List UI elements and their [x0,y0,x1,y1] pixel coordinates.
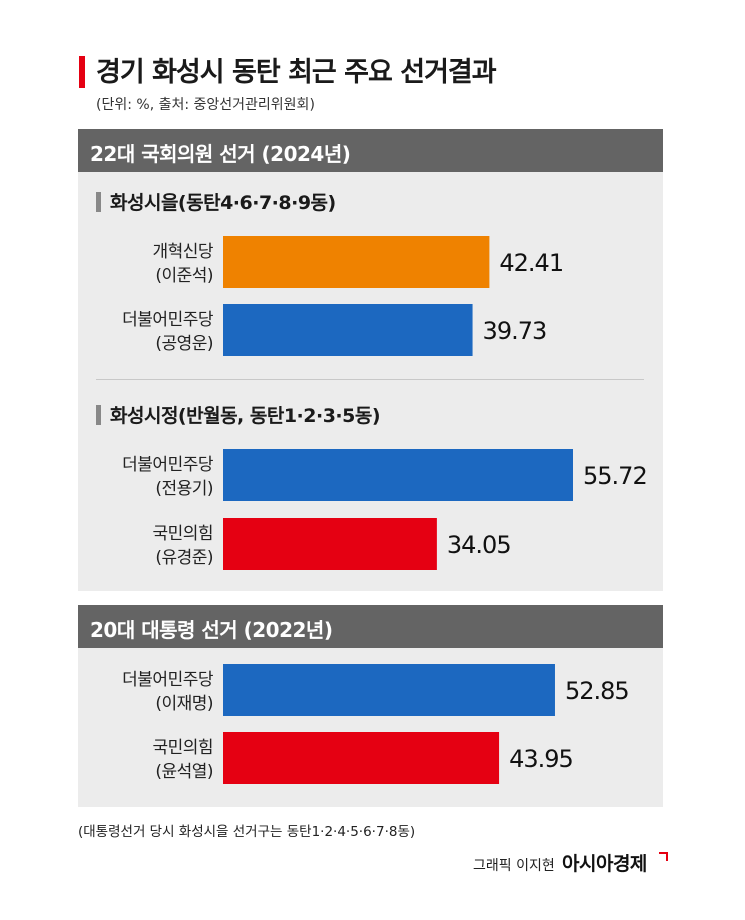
bar-0-1 [223,304,473,356]
category-label-0-0-0: 개혁신당 [152,242,213,262]
section-title-2022: 20대 대통령 선거 (2022년) [90,618,333,642]
panel-header-2022: 20대 대통령 선거 (2022년) [78,605,663,648]
category-label-2-1-0: 국민의힘 [152,738,213,758]
bar-1-0 [223,449,573,501]
bar-0-0 [223,236,490,288]
panel-header-2024: 22대 국회의원 선거 (2024년) [78,129,663,172]
category-label-0-1-1: (공영운) [155,334,213,354]
value-label-1-1: 34.05 [447,531,511,559]
subsection-title-hwaseong-eul: 화성시을(동탄4·6·7·8·9동) [110,192,336,214]
section-title-2024: 22대 국회의원 선거 (2024년) [90,142,351,166]
category-label-1-0-0: 더불어민주당 [122,455,214,475]
graphic-credit: 그래픽 이지현 [473,858,555,874]
category-label-0-0-1: (이준석) [155,266,213,286]
category-label-2-1-1: (윤석열) [155,762,213,782]
value-label-2-0: 52.85 [565,677,629,705]
value-label-2-1: 43.95 [509,745,573,773]
bar-1-1 [223,518,437,570]
panel-2024-election: 22대 국회의원 선거 (2024년) 화성시을(동탄4·6·7·8·9동) 화… [78,129,663,591]
subsection-marker-2 [96,405,101,425]
title-accent-bar [79,56,85,88]
value-label-0-0: 42.41 [499,249,563,277]
bar-2-1 [223,732,500,784]
page-title: 경기 화성시 동탄 최근 주요 선거결과 [96,57,497,88]
category-label-1-1-0: 국민의힘 [152,524,213,544]
category-label-0-1-0: 더불어민주당 [122,310,214,330]
category-label-2-0-0: 더불어민주당 [122,670,214,690]
category-label-1-1-1: (유경준) [155,548,213,568]
subsection-title-hwaseong-jeong: 화성시정(반월동, 동탄1·2·3·5동) [110,405,381,427]
subsection-marker-1 [96,192,101,212]
brand-mark-icon [659,852,668,861]
bar-2-0 [223,664,555,716]
value-label-0-1: 39.73 [483,317,547,345]
footnote: (대통령선거 당시 화성시을 선거구는 동탄1·2·4·5·6·7·8동) [78,824,416,840]
category-label-1-0-1: (전용기) [155,479,213,499]
source-note: (단위: %, 출처: 중앙선거관리위원회) [96,97,315,113]
category-label-2-0-1: (이재명) [155,694,213,714]
value-label-1-0: 55.72 [583,462,647,490]
subsection-divider [96,379,644,380]
brand-logo-text: 아시아경제 [562,853,647,875]
